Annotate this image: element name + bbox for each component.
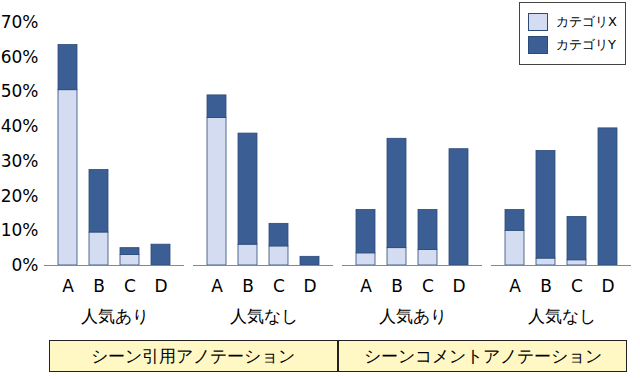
svg-text:30%: 30%: [1, 151, 39, 171]
svg-text:B: B: [242, 276, 254, 296]
svg-text:人気なし: 人気なし: [230, 306, 298, 326]
svg-text:C: C: [571, 276, 583, 296]
svg-text:C: C: [124, 276, 136, 296]
svg-text:10%: 10%: [1, 220, 39, 240]
svg-text:D: D: [452, 276, 465, 296]
html-text:シーンコメントアノテーション: シーンコメントアノテーション: [363, 346, 602, 366]
svg-text:20%: 20%: [1, 186, 39, 206]
svg-text:B: B: [540, 276, 552, 296]
svg-text:70%: 70%: [1, 12, 39, 32]
svg-text:A: A: [360, 276, 372, 296]
svg-text:50%: 50%: [1, 81, 39, 101]
svg-text:A: A: [211, 276, 223, 296]
svg-text:人気あり: 人気あり: [379, 306, 447, 326]
svg-text:C: C: [273, 276, 285, 296]
svg-text:60%: 60%: [1, 47, 39, 67]
svg-text:A: A: [509, 276, 521, 296]
html-text:シーン引用アノテーション: シーン引用アノテーション: [91, 346, 296, 366]
svg-text:40%: 40%: [1, 116, 39, 136]
html-text:カテゴリY: カテゴリY: [556, 37, 616, 52]
svg-text:人気なし: 人気なし: [528, 306, 596, 326]
svg-text:D: D: [303, 276, 316, 296]
svg-text:C: C: [422, 276, 434, 296]
svg-text:0%: 0%: [12, 255, 39, 275]
html-text:カテゴリX: カテゴリX: [556, 14, 617, 29]
svg-text:人気あり: 人気あり: [81, 306, 149, 326]
svg-text:B: B: [391, 276, 403, 296]
svg-text:D: D: [154, 276, 167, 296]
svg-text:B: B: [93, 276, 105, 296]
svg-text:A: A: [62, 276, 74, 296]
svg-text:D: D: [601, 276, 614, 296]
